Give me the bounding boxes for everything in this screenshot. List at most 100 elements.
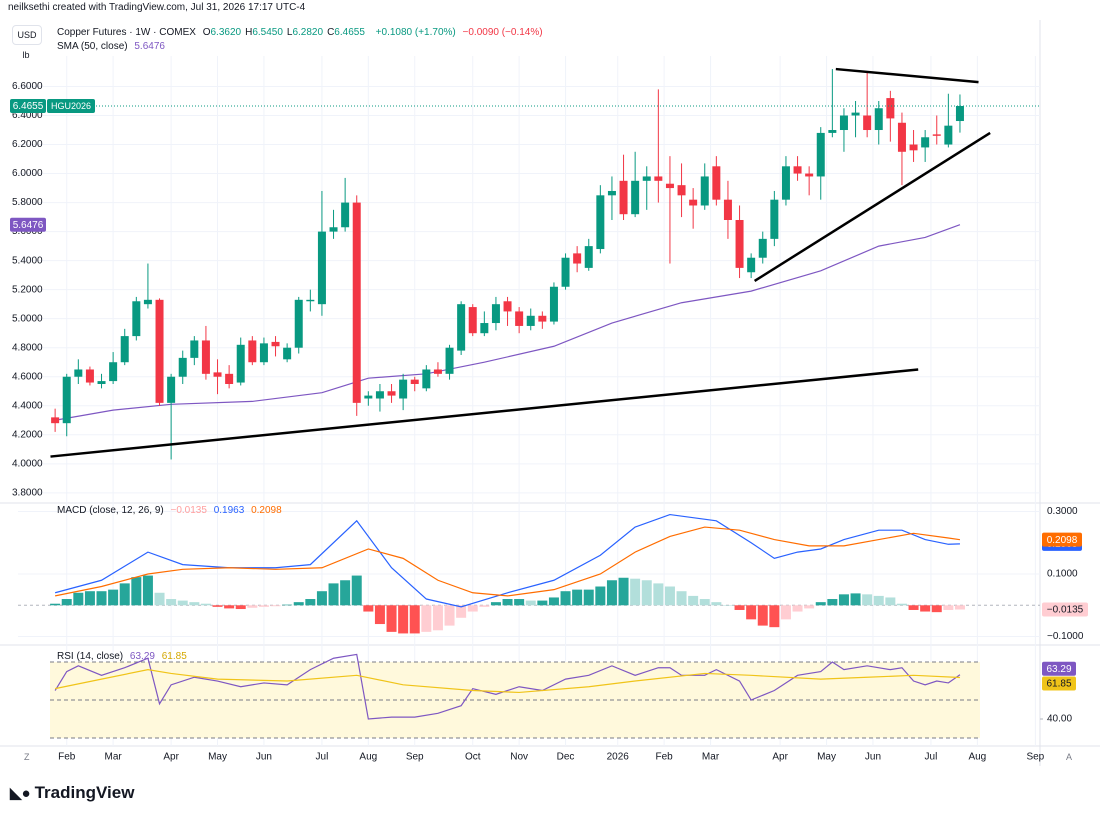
ticker-badge: HGU2026	[51, 101, 91, 111]
sma-line	[55, 224, 961, 421]
candle-body	[607, 190, 616, 196]
ohlc-value: 6.2820	[292, 27, 324, 38]
candle-body	[921, 137, 930, 148]
currency-button[interactable]: USD	[12, 25, 42, 45]
candle-body	[932, 134, 941, 136]
y-tick-label: 4.4000	[12, 400, 43, 411]
histogram-bar	[862, 594, 873, 606]
ticker-badge-bg	[47, 98, 95, 113]
candle-body	[584, 246, 593, 268]
y-tick-label: 40.00	[1047, 714, 1072, 725]
y-tick-label: 0.3000	[1047, 506, 1078, 517]
histogram-bar	[189, 602, 200, 606]
histogram-bar	[548, 597, 559, 606]
rsi-value: 63.29	[129, 651, 155, 662]
histogram-bar	[386, 605, 397, 632]
ohlc-value: 6.4655	[334, 27, 365, 38]
histogram-bar	[664, 586, 675, 606]
credit: neilksethi created with TradingView.com,…	[8, 2, 306, 13]
candle-body	[422, 369, 431, 389]
hist-badge: −0.0135	[1047, 605, 1084, 616]
candle-body	[317, 231, 326, 305]
candle-body	[410, 379, 419, 384]
histogram-bar	[815, 602, 826, 606]
histogram-bar	[502, 599, 513, 606]
x-tick-label: Sep	[406, 752, 424, 763]
histogram-bar	[351, 575, 362, 606]
candle-body	[120, 336, 129, 363]
candle-body	[747, 257, 756, 273]
y-tick-label: −0.1000	[1047, 631, 1084, 642]
candle-body	[433, 369, 442, 374]
histogram-bar	[108, 589, 119, 606]
histogram-bar	[131, 577, 142, 606]
candle-body	[62, 376, 71, 424]
sma-badge-bg	[10, 217, 46, 232]
histogram-bar	[316, 591, 327, 606]
sma-value: 5.6476	[134, 41, 165, 52]
candle-body	[805, 173, 814, 177]
candle-body	[375, 391, 384, 399]
candle-body	[491, 304, 500, 324]
candle-body	[955, 105, 964, 122]
rsi-legend: RSI (14, close) 63.29 61.85	[57, 651, 191, 662]
hist-badge-bg	[1042, 602, 1088, 617]
candle-body	[654, 176, 663, 181]
candle-body	[526, 315, 535, 326]
candle-body	[143, 299, 152, 305]
candle-body	[387, 391, 396, 396]
histogram-bar	[166, 599, 177, 606]
histogram-bar	[409, 605, 420, 634]
histogram-bar	[769, 605, 780, 628]
candle-body	[619, 180, 628, 215]
histogram-bar	[305, 599, 316, 606]
histogram-bar	[421, 605, 432, 632]
histogram-bar	[920, 605, 931, 612]
candle-body	[944, 125, 953, 145]
x-tick-label: Aug	[968, 752, 986, 763]
candle-body	[236, 344, 245, 383]
rsi-title: RSI (14, close)	[57, 651, 124, 662]
candle-body	[341, 202, 350, 228]
last-price-badge: 6.4655	[13, 101, 44, 112]
candle-body	[561, 257, 570, 287]
x-tick-label: Feb	[58, 752, 76, 763]
histogram-bar	[154, 592, 165, 606]
unit-label: lb	[12, 46, 40, 64]
histogram-bar	[328, 583, 339, 606]
histogram-bar	[757, 605, 768, 626]
auto-button[interactable]: A	[1066, 752, 1073, 762]
histogram-bar	[490, 602, 501, 606]
histogram-bar	[282, 604, 293, 606]
rsi-badge-bg	[1042, 676, 1076, 691]
sma-badge: 5.6476	[13, 220, 44, 231]
histogram-bar	[119, 583, 130, 606]
change: +0.1080 (+1.70%)	[375, 27, 456, 38]
candle-body	[573, 253, 582, 264]
candle-body	[329, 227, 338, 232]
histogram-bar	[444, 605, 455, 626]
candle-body	[863, 115, 872, 131]
hist-value: −0.0135	[170, 505, 207, 516]
histogram-bar	[258, 605, 269, 607]
candle-body	[190, 340, 199, 358]
x-tick-label: Dec	[557, 752, 575, 763]
candle-body	[538, 315, 547, 322]
histogram-bar	[885, 597, 896, 606]
histogram-bar	[943, 605, 954, 610]
histogram-bar	[398, 605, 409, 634]
candle-body	[306, 299, 315, 302]
candle-body	[735, 219, 744, 268]
candle-body	[74, 369, 83, 377]
y-tick-label: 6.2000	[12, 139, 43, 150]
symbol: Copper Futures · 1W · COMEX	[57, 27, 196, 38]
x-tick-label: Jun	[256, 752, 272, 763]
zoom-button[interactable]: Z	[24, 752, 30, 762]
y-tick-label: 4.0000	[12, 458, 43, 469]
last-price-badge-bg	[10, 98, 46, 113]
y-tick-label: 5.4000	[12, 255, 43, 266]
histogram-bar	[838, 594, 849, 606]
candle-body	[770, 199, 779, 239]
x-tick-label: Oct	[465, 752, 481, 763]
